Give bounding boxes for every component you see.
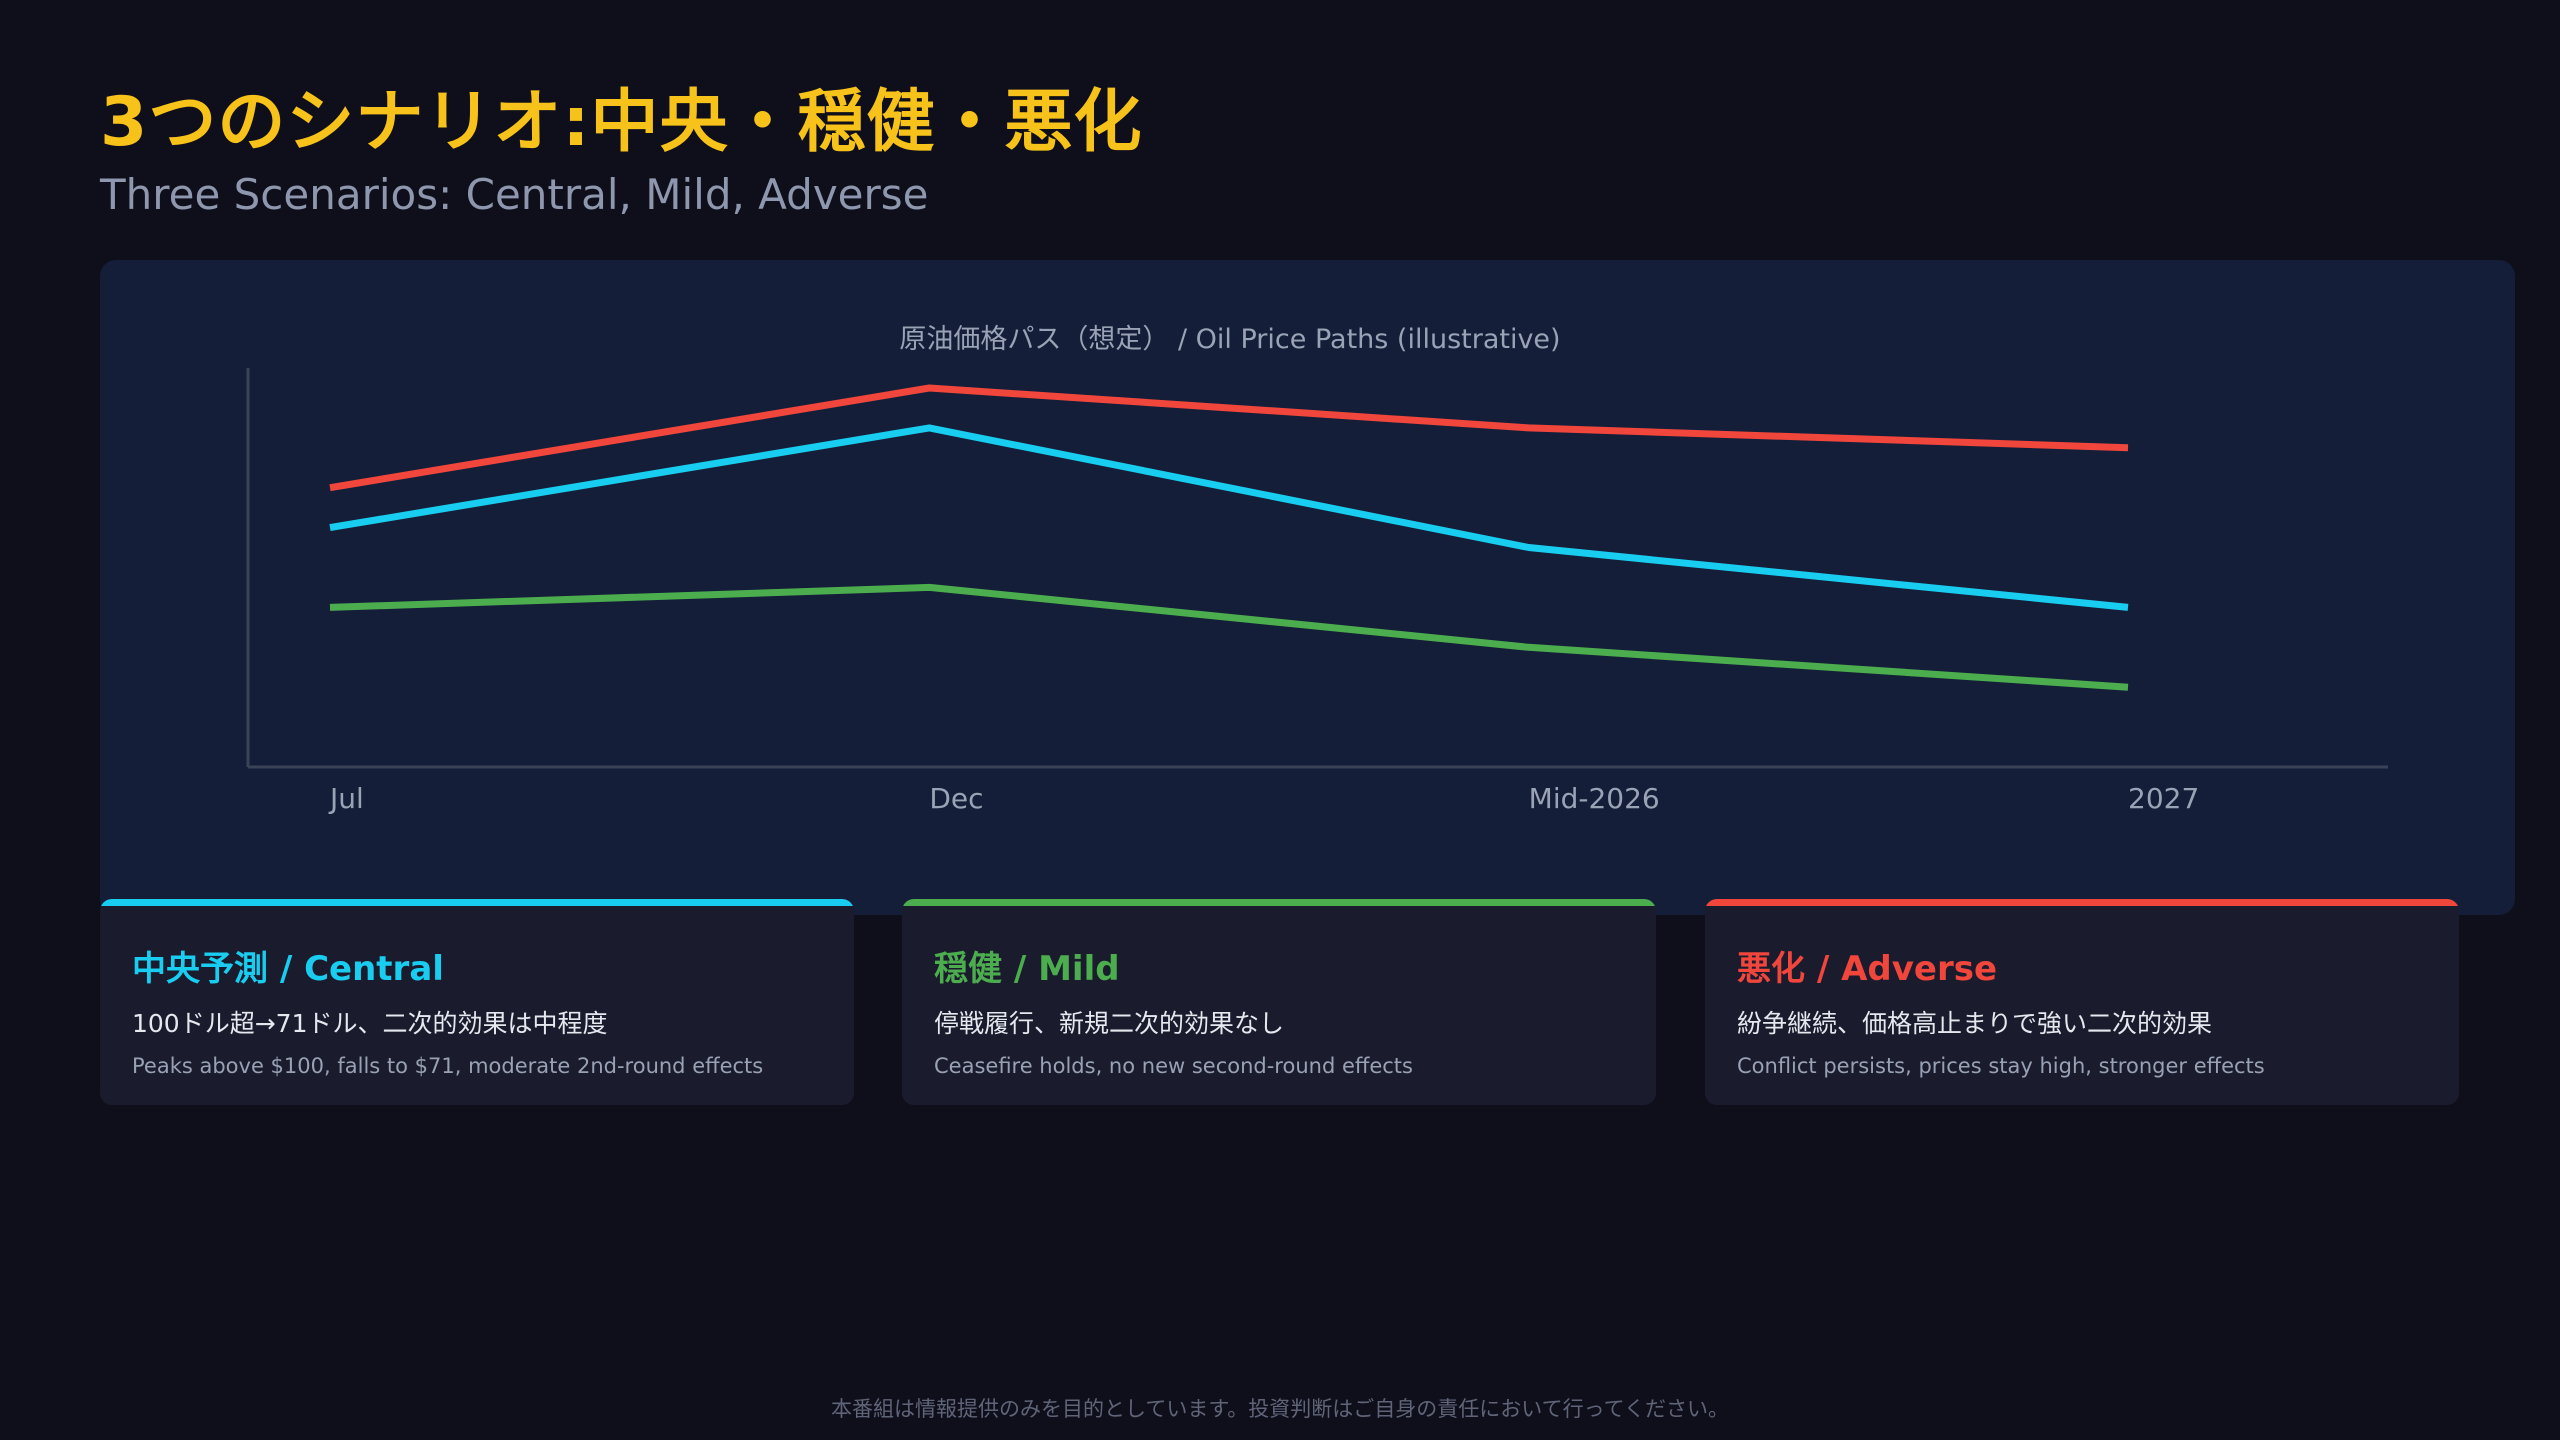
card-title: 中央予測 / Central <box>132 949 444 989</box>
card-description-en: Ceasefire holds, no new second-round eff… <box>934 1054 1413 1078</box>
x-tick-label: Dec <box>929 782 983 815</box>
x-tick-label: Jul <box>328 782 364 815</box>
disclaimer: 本番組は情報提供のみを目的としています。投資判断はご自身の責任において行ってくだ… <box>831 1397 1729 1421</box>
card-description-en: Peaks above $100, falls to $71, moderate… <box>132 1054 764 1078</box>
x-tick-labels: Jul Dec Mid-2026 2027 <box>328 782 2199 815</box>
card-description-jp: 紛争継続、価格高止まりで強い二次的効果 <box>1737 1009 2213 1038</box>
series-line-adverse <box>329 384 2129 492</box>
series-line-mild <box>329 583 2129 691</box>
series-line-central <box>329 424 2129 611</box>
series-layer <box>329 384 2129 691</box>
scenario-card-mild: 穏健 / Mild 停戦履行、新規二次的効果なし Ceasefire holds… <box>902 899 1656 1105</box>
scenario-card-adverse: 悪化 / Adverse 紛争継続、価格高止まりで強い二次的効果 Conflic… <box>1705 899 2459 1105</box>
page-title: 3つのシナリオ:中央・穏健・悪化 <box>100 83 1143 162</box>
chart-title: 原油価格パス（想定） / Oil Price Paths (illustrati… <box>899 324 1560 355</box>
x-tick-label: Mid-2026 <box>1529 782 1660 815</box>
page-subtitle: Three Scenarios: Central, Mild, Adverse <box>100 170 929 219</box>
scenario-card-central: 中央予測 / Central 100ドル超→71ドル、二次的効果は中程度 Pea… <box>100 899 854 1105</box>
card-title: 穏健 / Mild <box>934 949 1120 989</box>
x-tick-label: 2027 <box>2128 782 2199 815</box>
chart-panel: 原油価格パス（想定） / Oil Price Paths (illustrati… <box>100 260 2515 915</box>
card-accent-bar <box>100 899 854 906</box>
card-title: 悪化 / Adverse <box>1737 949 1998 989</box>
oil-price-chart: 原油価格パス（想定） / Oil Price Paths (illustrati… <box>246 324 2388 815</box>
card-accent-bar <box>902 899 1656 906</box>
card-description-jp: 100ドル超→71ドル、二次的効果は中程度 <box>132 1009 608 1038</box>
card-accent-bar <box>1705 899 2459 906</box>
card-description-jp: 停戦履行、新規二次的効果なし <box>934 1009 1285 1038</box>
card-description-en: Conflict persists, prices stay high, str… <box>1737 1054 2265 1078</box>
